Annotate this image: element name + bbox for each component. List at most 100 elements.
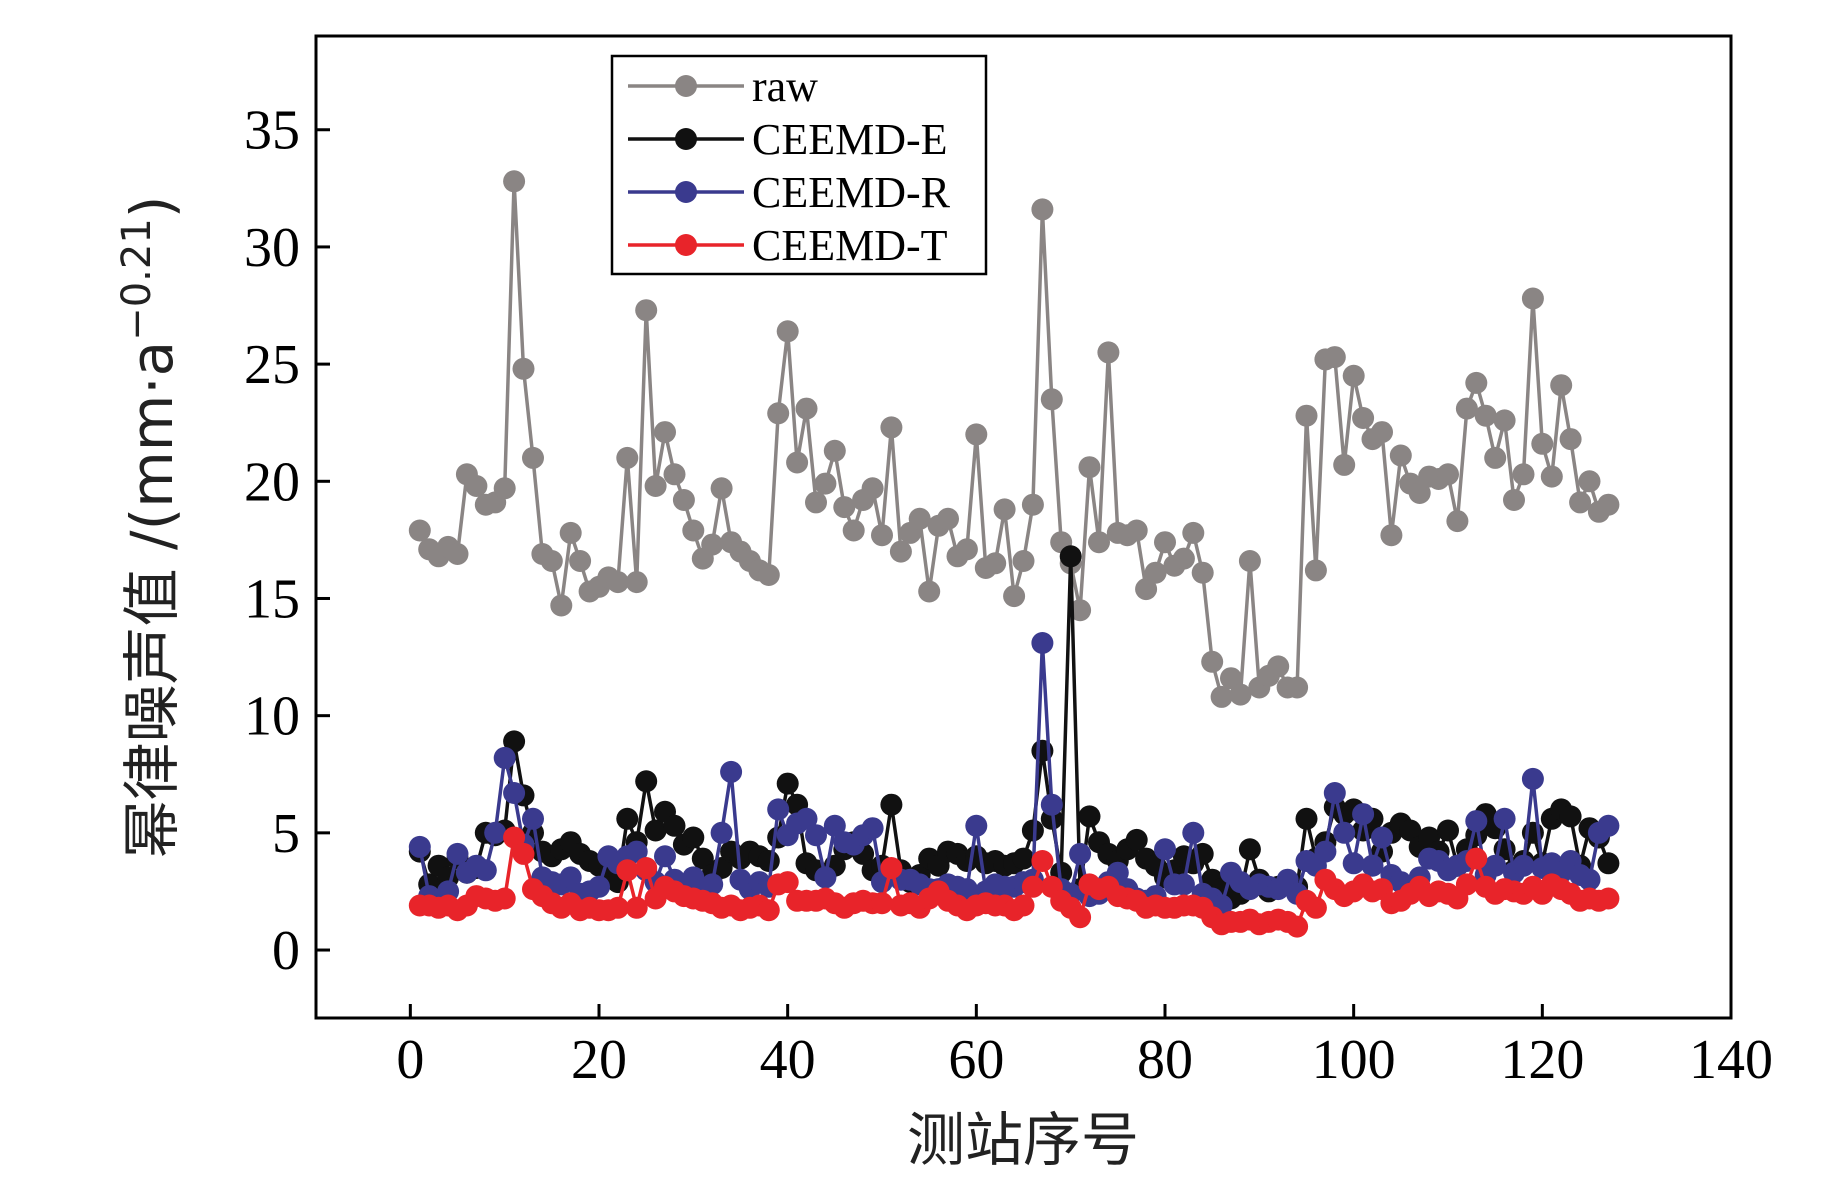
data-point	[955, 878, 978, 901]
data-point	[871, 892, 893, 915]
data-point	[654, 421, 676, 444]
data-point	[1361, 854, 1384, 877]
data-point	[984, 552, 1007, 575]
data-point	[672, 489, 695, 511]
data-point	[691, 847, 714, 870]
x-tick-label: 80	[1137, 1029, 1193, 1091]
legend-label: CEEMD-T	[752, 221, 948, 270]
data-point	[1342, 852, 1365, 875]
data-point	[654, 845, 676, 868]
data-point	[1012, 550, 1035, 572]
x-tick-label: 60	[948, 1029, 1004, 1091]
data-point	[1021, 493, 1044, 516]
data-point	[1220, 667, 1242, 690]
data-point	[767, 798, 790, 821]
data-point	[795, 397, 818, 420]
data-point	[408, 519, 431, 542]
data-point	[493, 477, 516, 500]
data-point	[1172, 547, 1195, 570]
data-point	[606, 896, 629, 919]
data-point	[1597, 887, 1620, 910]
data-point	[1540, 465, 1563, 488]
x-tick-label: 0	[396, 1029, 424, 1091]
data-point	[1474, 404, 1497, 427]
data-point	[993, 498, 1016, 521]
data-point	[682, 826, 705, 849]
data-point	[512, 357, 535, 380]
data-point	[1342, 364, 1365, 387]
data-point	[710, 821, 733, 844]
data-point	[1437, 819, 1459, 842]
data-point	[965, 423, 988, 446]
data-point	[1286, 676, 1309, 699]
data-point	[805, 824, 827, 847]
data-point	[1465, 810, 1488, 833]
data-point	[493, 746, 516, 769]
series-ceemd-t	[408, 826, 1620, 938]
data-point	[1031, 632, 1054, 654]
data-point	[1389, 444, 1412, 467]
data-point	[1597, 814, 1620, 837]
data-point	[625, 896, 648, 919]
data-point	[1455, 397, 1478, 420]
data-point	[644, 475, 667, 497]
data-point	[1238, 838, 1261, 861]
data-point	[522, 807, 544, 830]
data-point	[814, 866, 837, 889]
data-point	[871, 524, 893, 547]
data-point	[1040, 793, 1063, 816]
data-point	[1078, 456, 1101, 479]
data-point	[522, 446, 544, 469]
data-point	[786, 451, 809, 474]
y-tick-label: 15	[244, 568, 300, 630]
data-point	[805, 491, 827, 514]
data-point	[1465, 371, 1488, 394]
data-point	[474, 859, 497, 882]
legend-label: raw	[752, 62, 818, 111]
y-tick-label: 5	[272, 803, 300, 865]
data-point	[1323, 782, 1346, 804]
x-tick-label: 40	[760, 1029, 816, 1091]
data-point	[1352, 407, 1375, 429]
data-point	[1154, 838, 1176, 861]
data-point	[503, 826, 526, 849]
data-point	[1021, 875, 1044, 898]
legend-item: CEEMD-T	[628, 221, 948, 270]
data-point	[1182, 521, 1205, 544]
data-point	[880, 416, 903, 439]
data-point	[635, 299, 658, 322]
data-point	[776, 871, 799, 894]
legend-marker	[675, 128, 697, 150]
data-point	[1012, 894, 1035, 917]
legend-label: CEEMD-E	[752, 115, 948, 164]
data-point	[1493, 807, 1516, 830]
data-point	[606, 571, 629, 594]
data-point	[1182, 821, 1205, 844]
data-point	[1550, 374, 1573, 397]
data-point	[1012, 847, 1035, 870]
y-axis-title: 幂律噪声值 /(mm·a−0.21)	[114, 196, 186, 859]
legend-marker	[675, 234, 697, 256]
data-point	[1144, 561, 1167, 584]
data-point	[701, 873, 724, 896]
data-point	[1021, 819, 1044, 842]
data-point	[908, 507, 931, 530]
data-point	[1559, 428, 1582, 451]
y-tick-label: 35	[244, 100, 300, 162]
data-point	[1154, 531, 1176, 554]
data-point	[465, 475, 488, 497]
data-point	[1125, 519, 1148, 542]
data-point	[861, 477, 884, 500]
data-point	[1446, 510, 1469, 533]
data-point	[559, 866, 582, 889]
data-point	[795, 807, 818, 830]
data-point	[1578, 470, 1601, 493]
data-point	[918, 580, 941, 603]
data-point	[1097, 341, 1120, 364]
data-point	[1229, 683, 1252, 706]
y-tick-label: 25	[244, 334, 300, 396]
data-point	[1493, 409, 1516, 432]
data-point	[1484, 446, 1507, 469]
